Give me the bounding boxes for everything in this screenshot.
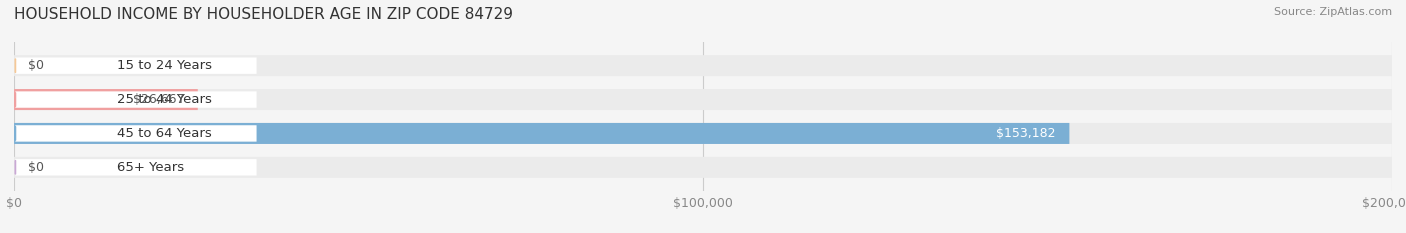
Text: $0: $0 bbox=[28, 59, 44, 72]
Text: HOUSEHOLD INCOME BY HOUSEHOLDER AGE IN ZIP CODE 84729: HOUSEHOLD INCOME BY HOUSEHOLDER AGE IN Z… bbox=[14, 7, 513, 22]
Text: Source: ZipAtlas.com: Source: ZipAtlas.com bbox=[1274, 7, 1392, 17]
FancyBboxPatch shape bbox=[14, 157, 1392, 178]
Text: 65+ Years: 65+ Years bbox=[117, 161, 184, 174]
Text: $26,667: $26,667 bbox=[132, 93, 184, 106]
Text: $153,182: $153,182 bbox=[995, 127, 1056, 140]
FancyBboxPatch shape bbox=[15, 91, 256, 108]
Text: $0: $0 bbox=[28, 161, 44, 174]
FancyBboxPatch shape bbox=[14, 123, 1070, 144]
FancyBboxPatch shape bbox=[15, 159, 256, 175]
FancyBboxPatch shape bbox=[15, 125, 256, 142]
Text: 45 to 64 Years: 45 to 64 Years bbox=[117, 127, 211, 140]
FancyBboxPatch shape bbox=[14, 89, 1392, 110]
FancyBboxPatch shape bbox=[14, 89, 198, 110]
Text: 25 to 44 Years: 25 to 44 Years bbox=[117, 93, 211, 106]
FancyBboxPatch shape bbox=[14, 123, 1392, 144]
FancyBboxPatch shape bbox=[15, 58, 256, 74]
Text: 15 to 24 Years: 15 to 24 Years bbox=[117, 59, 212, 72]
FancyBboxPatch shape bbox=[14, 55, 1392, 76]
